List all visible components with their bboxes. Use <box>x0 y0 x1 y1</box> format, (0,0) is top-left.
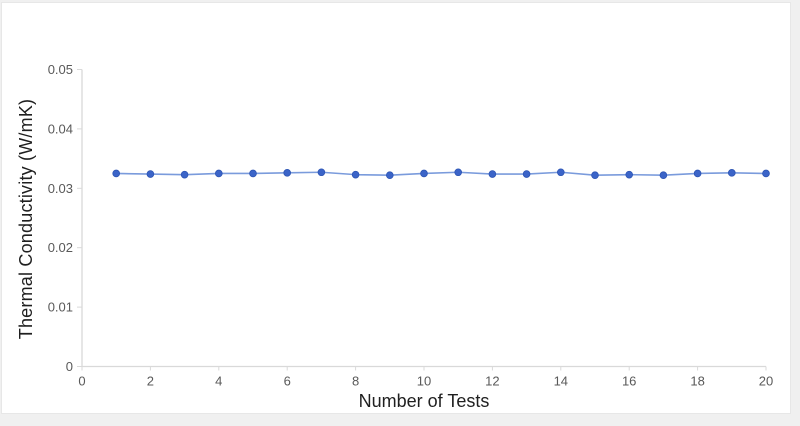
y-tick-label: 0.03 <box>48 181 73 196</box>
data-point <box>112 169 120 178</box>
x-tick-label: 16 <box>622 374 636 389</box>
data-point <box>249 169 257 178</box>
data-point <box>420 169 428 178</box>
data-point <box>556 168 565 177</box>
x-tick-label: 2 <box>147 374 154 389</box>
y-tick-label: 0 <box>66 359 73 374</box>
y-tick-label: 0.01 <box>48 300 73 315</box>
y-tick-label: 0.04 <box>48 121 73 136</box>
data-point <box>351 170 360 179</box>
data-point <box>762 169 770 178</box>
x-tick-label: 20 <box>759 374 773 389</box>
x-tick-label: 6 <box>284 374 291 389</box>
data-point <box>454 168 463 177</box>
data-point <box>385 171 394 180</box>
line-chart: 0 0.01 0.02 0.03 0.04 0.05 0 2 4 6 8 10 12 14 16 18 20 <box>48 62 774 389</box>
y-tick-label: 0.02 <box>48 240 73 255</box>
x-tick-label: 14 <box>554 374 568 389</box>
data-point <box>659 171 668 180</box>
x-axis-title: Number of Tests <box>358 391 490 411</box>
data-point <box>215 169 223 178</box>
x-tick-label: 12 <box>485 374 499 389</box>
data-point <box>693 169 702 178</box>
data-point <box>283 169 292 177</box>
chart-card: Thermal Conductivity (W/mK) 0 0.01 0.02 0.0… <box>1 2 791 414</box>
series-line <box>116 171 767 177</box>
y-tick-label: 0.05 <box>48 62 73 77</box>
x-tick-label: 10 <box>417 374 431 389</box>
data-point <box>146 170 155 178</box>
data-point <box>625 170 633 179</box>
data-point <box>488 170 497 178</box>
data-point <box>591 171 599 180</box>
data-point <box>180 170 189 179</box>
x-tick-label: 0 <box>78 374 85 389</box>
x-tick-label: 18 <box>690 374 704 389</box>
x-tick-label: 8 <box>352 374 359 389</box>
x-tick-label: 4 <box>215 374 222 389</box>
data-point <box>317 168 326 177</box>
data-point <box>522 170 531 178</box>
data-point <box>727 169 736 177</box>
